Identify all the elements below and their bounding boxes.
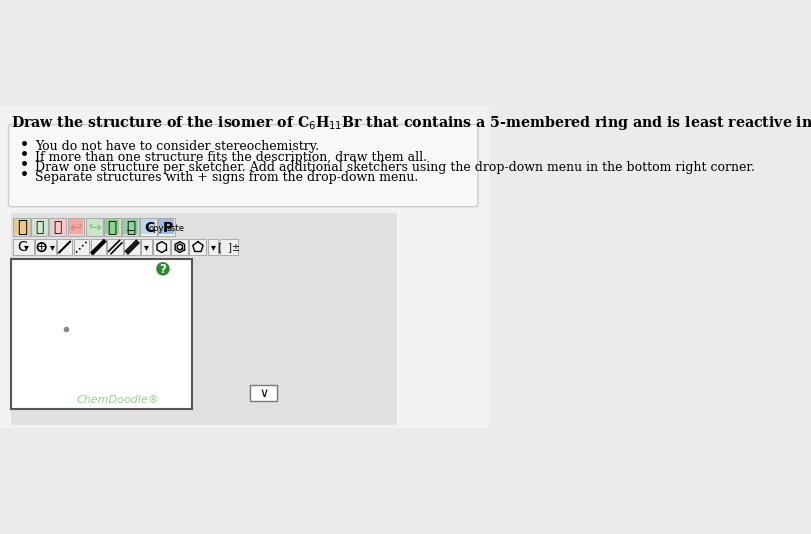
Bar xyxy=(123,219,138,234)
Text: ChemDoodle®: ChemDoodle® xyxy=(76,395,159,405)
Bar xyxy=(141,239,152,255)
Text: ▾: ▾ xyxy=(49,242,54,252)
Bar xyxy=(124,239,140,255)
Text: −: − xyxy=(126,226,135,237)
Bar xyxy=(158,217,175,235)
Text: ▾: ▾ xyxy=(24,242,29,252)
Text: Separate structures with + signs from the drop-down menu.: Separate structures with + signs from th… xyxy=(35,171,418,184)
Text: opy: opy xyxy=(148,224,164,232)
Bar xyxy=(13,239,34,255)
Bar xyxy=(11,213,397,425)
Text: If more than one structure fits the description, draw them all.: If more than one structure fits the desc… xyxy=(35,151,427,163)
Text: 🧴: 🧴 xyxy=(36,220,44,234)
Bar xyxy=(32,219,47,234)
Bar xyxy=(122,217,139,235)
Bar xyxy=(67,217,84,235)
Bar xyxy=(107,239,123,255)
Text: aste: aste xyxy=(166,224,185,232)
Bar xyxy=(87,219,101,234)
Text: P: P xyxy=(162,221,173,234)
Bar xyxy=(15,219,29,234)
Bar xyxy=(57,239,72,255)
Text: ↪: ↪ xyxy=(88,219,101,234)
Text: ↩: ↩ xyxy=(70,219,83,234)
Text: ?: ? xyxy=(160,263,166,276)
FancyBboxPatch shape xyxy=(8,124,478,207)
Bar xyxy=(141,219,156,234)
Text: You do not have to consider stereochemistry.: You do not have to consider stereochemis… xyxy=(35,140,319,153)
Text: ▾: ▾ xyxy=(211,242,216,252)
Text: C: C xyxy=(144,221,154,234)
Bar xyxy=(13,217,30,235)
Bar xyxy=(51,219,65,234)
Bar xyxy=(104,217,121,235)
Bar xyxy=(69,219,84,234)
Text: Draw one structure per sketcher. Add additional sketchers using the drop-down me: Draw one structure per sketcher. Add add… xyxy=(35,161,755,174)
Bar xyxy=(158,217,175,235)
Text: [  ]±: [ ]± xyxy=(217,242,240,252)
Bar xyxy=(11,258,192,410)
Bar xyxy=(140,217,157,235)
Bar xyxy=(159,219,174,234)
Text: ✋: ✋ xyxy=(17,218,27,236)
Bar xyxy=(153,239,170,255)
Text: ∨: ∨ xyxy=(260,387,268,399)
Text: ▾: ▾ xyxy=(144,242,149,252)
Bar xyxy=(220,239,238,255)
Bar xyxy=(49,217,67,235)
Bar xyxy=(140,217,157,235)
Text: C: C xyxy=(18,240,28,254)
Text: Draw the structure of the isomer of C$_6$H$_{11}$Br that contains a 5-membered r: Draw the structure of the isomer of C$_6… xyxy=(11,114,811,132)
Bar xyxy=(86,217,102,235)
Bar xyxy=(208,239,218,255)
Bar xyxy=(74,239,89,255)
Bar xyxy=(35,239,55,255)
Circle shape xyxy=(157,263,169,275)
Text: 🔍: 🔍 xyxy=(126,219,135,234)
Bar xyxy=(91,239,106,255)
Text: 🩷: 🩷 xyxy=(54,220,62,234)
Bar xyxy=(190,239,206,255)
Bar xyxy=(171,239,188,255)
Bar xyxy=(251,385,277,401)
Text: +: + xyxy=(37,242,46,252)
Text: 🔍: 🔍 xyxy=(108,219,117,234)
Bar xyxy=(32,217,49,235)
Bar xyxy=(105,219,119,234)
